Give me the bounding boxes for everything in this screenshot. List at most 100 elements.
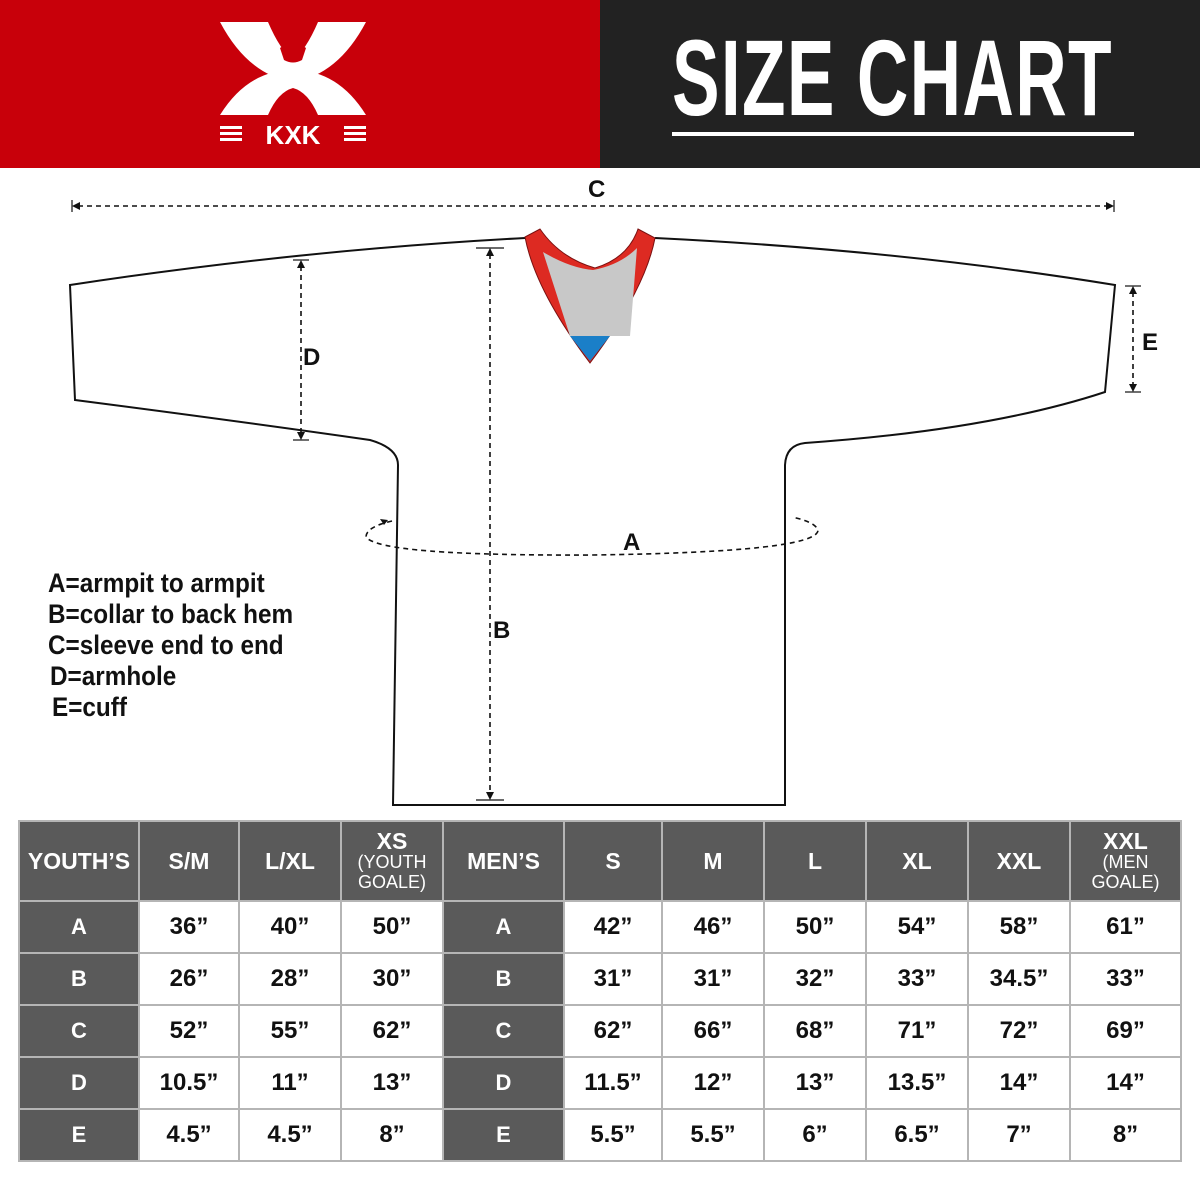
- column-header-label: XXL: [996, 848, 1042, 874]
- table-cell: 36”: [140, 902, 238, 952]
- row-key: A: [444, 902, 563, 952]
- column-header: XL: [867, 822, 967, 900]
- column-header: XXL (MEN GOALE): [1071, 822, 1180, 900]
- table-cell: 71”: [867, 1006, 967, 1056]
- column-header-label: L: [807, 848, 823, 874]
- row-key: C: [444, 1006, 563, 1056]
- legend-item: B=collar to back hem: [48, 599, 294, 629]
- table-cell: 8”: [342, 1110, 442, 1160]
- measurement-legend: A=armpit to armpit B=collar to back hem …: [48, 568, 320, 723]
- table-cell: 11.5”: [565, 1058, 661, 1108]
- table-cell: 50”: [342, 902, 442, 952]
- column-header-label: M: [703, 848, 723, 874]
- label-b: B: [493, 617, 511, 644]
- table-cell: 7”: [969, 1110, 1069, 1160]
- table-cell: 11”: [240, 1058, 340, 1108]
- table-cell: 6.5”: [867, 1110, 967, 1160]
- table-cell: 34.5”: [969, 954, 1069, 1004]
- table-cell: 10.5”: [140, 1058, 238, 1108]
- table-cell: 58”: [969, 902, 1069, 952]
- column-header-label: L/XL: [265, 848, 315, 874]
- table-cell: 13”: [342, 1058, 442, 1108]
- column-header-sublabel: GOALE): [357, 872, 427, 892]
- row-key: C: [20, 1006, 138, 1056]
- legend-item: D=armhole: [50, 661, 177, 691]
- table-row: A 36” 40” 50” A 42” 46” 50” 54” 58” 61”: [20, 902, 1180, 952]
- jersey-outline: [68, 237, 1117, 806]
- column-header-label: XS: [376, 828, 408, 854]
- table-cell: 31”: [663, 954, 763, 1004]
- table-cell: 55”: [240, 1006, 340, 1056]
- column-header: XXL: [969, 822, 1069, 900]
- column-header: L/XL: [240, 822, 340, 900]
- table-cell: 5.5”: [565, 1110, 661, 1160]
- table-cell: 66”: [663, 1006, 763, 1056]
- column-header: XS (YOUTH GOALE): [342, 822, 442, 900]
- table-cell: 33”: [1071, 954, 1180, 1004]
- column-header-label: S/M: [168, 848, 210, 874]
- label-d: D: [303, 344, 321, 371]
- table-cell: 54”: [867, 902, 967, 952]
- table-cell: 69”: [1071, 1006, 1180, 1056]
- label-e: E: [1142, 329, 1159, 356]
- table-cell: 33”: [867, 954, 967, 1004]
- label-a: A: [623, 529, 641, 556]
- row-key: A: [20, 902, 138, 952]
- table-cell: 62”: [565, 1006, 661, 1056]
- table-row: E 4.5” 4.5” 8” E 5.5” 5.5” 6” 6.5” 7” 8”: [20, 1110, 1180, 1160]
- table-row: C 52” 55” 62” C 62” 66” 68” 71” 72” 69”: [20, 1006, 1180, 1056]
- column-header-label: S: [605, 848, 621, 874]
- column-header: S: [565, 822, 661, 900]
- column-header: YOUTH’S: [20, 822, 138, 900]
- column-header-label: XL: [902, 848, 932, 874]
- table-cell: 14”: [1071, 1058, 1180, 1108]
- column-header-label: YOUTH’S: [27, 848, 131, 874]
- table-cell: 14”: [969, 1058, 1069, 1108]
- table-cell: 4.5”: [240, 1110, 340, 1160]
- table-cell: 5.5”: [663, 1110, 763, 1160]
- row-key: E: [20, 1110, 138, 1160]
- table-cell: 32”: [765, 954, 865, 1004]
- table-cell: 46”: [663, 902, 763, 952]
- header-title-panel: [600, 0, 1200, 168]
- legend-item: C=sleeve end to end: [48, 630, 284, 660]
- page-title: SIZE CHART: [672, 17, 1113, 138]
- table-cell: 28”: [240, 954, 340, 1004]
- legend-item: A=armpit to armpit: [48, 568, 265, 598]
- table-cell: 8”: [1071, 1110, 1180, 1160]
- table-cell: 13.5”: [867, 1058, 967, 1108]
- table-row: D 10.5” 11” 13” D 11.5” 12” 13” 13.5” 14” 14”: [20, 1058, 1180, 1108]
- table-cell: 68”: [765, 1006, 865, 1056]
- column-header-sublabel: GOALE): [1091, 872, 1160, 892]
- table-cell: 13”: [765, 1058, 865, 1108]
- table-cell: 26”: [140, 954, 238, 1004]
- table-header-row: YOUTH’S S/M L/XL XS (YOUTH GOALE) MEN’S S M L XL XX…: [20, 822, 1180, 900]
- table-cell: 40”: [240, 902, 340, 952]
- column-header: S/M: [140, 822, 238, 900]
- column-header-label: MEN’S: [467, 848, 540, 874]
- table-cell: 72”: [969, 1006, 1069, 1056]
- jersey-diagram: [68, 200, 1141, 806]
- column-header-label: XXL: [1103, 828, 1148, 854]
- label-c: C: [588, 176, 606, 203]
- legend-item: E=cuff: [52, 692, 127, 722]
- table-cell: 62”: [342, 1006, 442, 1056]
- table-cell: 12”: [663, 1058, 763, 1108]
- table-cell: 6”: [765, 1110, 865, 1160]
- table-row: B 26” 28” 30” B 31” 31” 32” 33” 34.5” 33”: [20, 954, 1180, 1004]
- row-key: B: [444, 954, 563, 1004]
- column-header: M: [663, 822, 763, 900]
- row-key: D: [20, 1058, 138, 1108]
- logo-text: KXK: [266, 120, 321, 150]
- table-cell: 4.5”: [140, 1110, 238, 1160]
- row-key: B: [20, 954, 138, 1004]
- column-header: L: [765, 822, 865, 900]
- collar-inner: [543, 248, 637, 336]
- row-key: D: [444, 1058, 563, 1108]
- table-cell: 61”: [1071, 902, 1180, 952]
- column-header: MEN’S: [444, 822, 563, 900]
- row-key: E: [444, 1110, 563, 1160]
- column-header-sublabel: (YOUTH: [357, 852, 427, 872]
- table-cell: 42”: [565, 902, 661, 952]
- table-cell: 50”: [765, 902, 865, 952]
